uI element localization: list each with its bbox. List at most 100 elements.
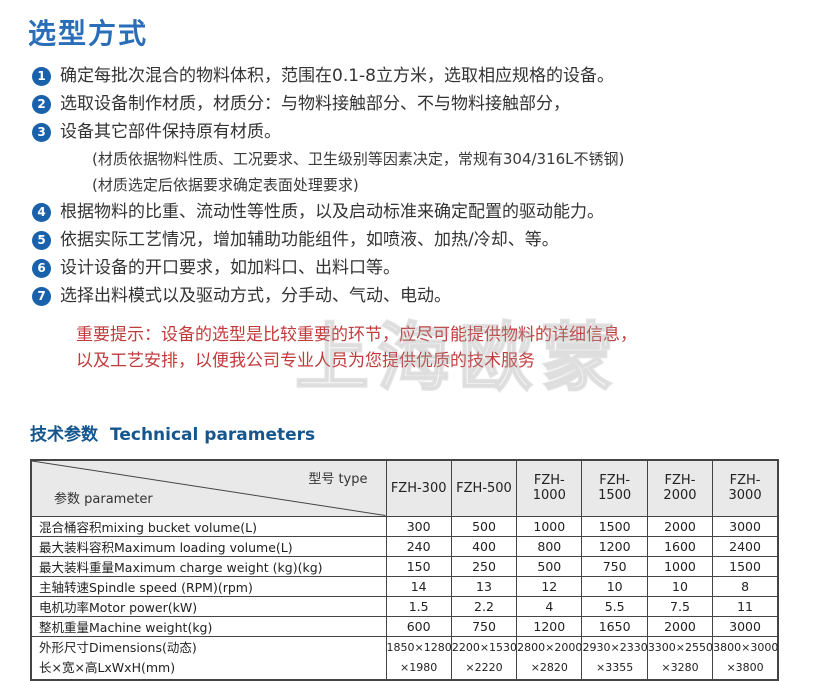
section-heading-zh: 技术参数 (30, 425, 98, 445)
cell-value: 240 (385, 535, 452, 557)
cell-value: 150 (385, 555, 452, 577)
row-label: 电机功率Motor power(kW) (30, 595, 387, 617)
important-notice-line2: 以及工艺安排，以便我公司专业人员为您提供优质的技术服务 (76, 351, 535, 371)
cell-dimension-value: 2800×2000 ×2820 (516, 635, 583, 681)
column-header-model: FZH-2000 (646, 459, 714, 517)
table-row-charge-weight: 最大装料重量Maximum charge weight (kg)(kg) 150… (30, 555, 779, 577)
step-number-badge: 2 (32, 95, 51, 114)
column-header-model: FZH-3000 (712, 459, 779, 517)
cell-value: 1500 (581, 515, 648, 537)
column-header-model: FZH-1000 (516, 459, 583, 517)
cell-value: 1200 (516, 615, 583, 637)
dimension-h: ×3800 (726, 660, 764, 674)
material-note-2: (材质选定后依据要求确定表面处理要求) (92, 176, 359, 194)
corner-label-type: 型号 type (308, 472, 368, 487)
table-row-mixing-volume: 混合桶容积mixing bucket volume(L) 300 500 100… (30, 515, 779, 537)
table-corner-cell: 型号 type 参数 parameter (30, 459, 387, 517)
cell-dimension-value: 3300×2550 ×3280 (646, 635, 714, 681)
cell-value: 2.2 (450, 595, 518, 617)
cell-value: 5.5 (581, 595, 648, 617)
cell-value: 1600 (646, 535, 714, 557)
cell-value: 750 (581, 555, 648, 577)
dimension-h: ×2220 (465, 660, 503, 674)
cell-value: 600 (385, 615, 452, 637)
cell-value: 12 (516, 575, 583, 597)
dimensions-label-line2: 长×宽×高LxWxH(mm) (39, 659, 176, 675)
cell-value: 10 (646, 575, 714, 597)
dimension-h: ×1980 (400, 660, 438, 674)
row-label: 混合桶容积mixing bucket volume(L) (30, 515, 387, 537)
step-item-3: 3 设备其它部件保持原有材质。 (32, 122, 813, 143)
column-header-model: FZH-500 (450, 459, 518, 517)
dimension-lw: 1850×1280 (386, 640, 452, 654)
step-item-6: 6 设计设备的开口要求，如加料口、出料口等。 (32, 258, 813, 279)
cell-value: 500 (450, 515, 518, 537)
table-header-row: 型号 type 参数 parameter FZH-300 FZH-500 FZH… (30, 459, 779, 517)
cell-value: 500 (516, 555, 583, 577)
cell-value: 2000 (646, 615, 714, 637)
dimension-h: ×3280 (661, 660, 699, 674)
cell-value: 300 (385, 515, 452, 537)
step-text: 选取设备制作材质，材质分：与物料接触部分、不与物料接触部分， (60, 94, 570, 114)
dimension-lw: 2800×2000 (517, 640, 583, 654)
step-item-5: 5 依据实际工艺情况，增加辅助功能组件，如喷液、加热/冷却、等。 (32, 230, 813, 251)
cell-value: 750 (450, 615, 518, 637)
table-row-machine-weight: 整机重量Machine weight(kg) 600 750 1200 1650… (30, 615, 779, 637)
column-header-model: FZH-1500 (581, 459, 648, 517)
dimension-h: ×3355 (596, 660, 634, 674)
step-item-2: 2 选取设备制作材质，材质分：与物料接触部分、不与物料接触部分， (32, 94, 813, 115)
row-label: 最大装料容积Maximum loading volume(L) (30, 535, 387, 557)
selection-steps: 1 确定每批次混合的物料体积，范围在0.1-8立方米，选取相应规格的设备。 2 … (32, 66, 813, 307)
cell-dimension-value: 1850×1280 ×1980 (385, 635, 452, 681)
row-label: 整机重量Machine weight(kg) (30, 615, 387, 637)
step-text: 设备其它部件保持原有材质。 (60, 122, 281, 142)
dimension-lw: 3300×2550 (647, 640, 714, 654)
cell-value: 250 (450, 555, 518, 577)
cell-value: 400 (450, 535, 518, 557)
cell-value: 800 (516, 535, 583, 557)
diagonal-divider-line (32, 461, 386, 516)
dimension-lw: 3800×3000 (713, 640, 779, 654)
cell-value: 2000 (646, 515, 714, 537)
step-text: 依据实际工艺情况，增加辅助功能组件，如喷液、加热/冷却、等。 (60, 230, 559, 250)
step-text: 设计设备的开口要求，如加料口、出料口等。 (60, 258, 400, 278)
cell-value: 13 (450, 575, 518, 597)
page-title: 选型方式 (28, 17, 149, 50)
row-label: 主轴转速Spindle speed (RPM)(rpm) (30, 575, 387, 597)
cell-value: 1200 (581, 535, 648, 557)
step-number-badge: 3 (32, 123, 51, 142)
table-row-motor-power: 电机功率Motor power(kW) 1.5 2.2 4 5.5 7.5 11 (30, 595, 779, 617)
cell-value: 2400 (712, 535, 779, 557)
section-heading-en: Technical parameters (110, 425, 316, 445)
table-row-spindle-speed: 主轴转速Spindle speed (RPM)(rpm) 14 13 12 10… (30, 575, 779, 597)
table-row-loading-volume: 最大装料容积Maximum loading volume(L) 240 400 … (30, 535, 779, 557)
material-note-1: (材质依据物料性质、工况要求、卫生级别等因素决定，常规有304/316L不锈钢) (92, 150, 625, 168)
step-number-badge: 7 (32, 287, 51, 306)
step-number-badge: 6 (32, 259, 51, 278)
step-text: 选择出料模式以及驱动方式，分手动、气动、电动。 (60, 286, 451, 306)
cell-value: 7.5 (646, 595, 714, 617)
step-item-1: 1 确定每批次混合的物料体积，范围在0.1-8立方米，选取相应规格的设备。 (32, 66, 813, 87)
cell-value: 1500 (712, 555, 779, 577)
important-notice: 重要提示：设备的选型是比较重要的环节，应尽可能提供物料的详细信息， 以及工艺安排… (76, 322, 813, 374)
step-number-badge: 4 (32, 203, 51, 222)
cell-value: 3000 (712, 615, 779, 637)
corner-label-parameter: 参数 parameter (54, 491, 153, 507)
important-notice-line1: 重要提示：设备的选型是比较重要的环节，应尽可能提供物料的详细信息， (76, 325, 637, 345)
step-number-badge: 5 (32, 231, 51, 250)
cell-value: 1650 (581, 615, 648, 637)
dimensions-label-line1: 外形尺寸Dimensions(动态) (39, 639, 197, 655)
cell-dimension-value: 2200×1530 ×2220 (450, 635, 518, 681)
cell-value: 3000 (712, 515, 779, 537)
cell-value: 1.5 (385, 595, 452, 617)
cell-dimension-value: 2930×2330 ×3355 (581, 635, 648, 681)
cell-value: 1000 (516, 515, 583, 537)
step-text: 根据物料的比重、流动性等性质，以及启动标准来确定配置的驱动能力。 (60, 202, 604, 222)
column-header-model: FZH-300 (385, 459, 452, 517)
cell-value: 14 (385, 575, 452, 597)
cell-value: 1000 (646, 555, 714, 577)
step-item-7: 7 选择出料模式以及驱动方式，分手动、气动、电动。 (32, 286, 813, 307)
section-heading: 技术参数 Technical parameters (30, 420, 813, 445)
row-label-dimensions: 外形尺寸Dimensions(动态) 长×宽×高LxWxH(mm) (30, 635, 387, 681)
